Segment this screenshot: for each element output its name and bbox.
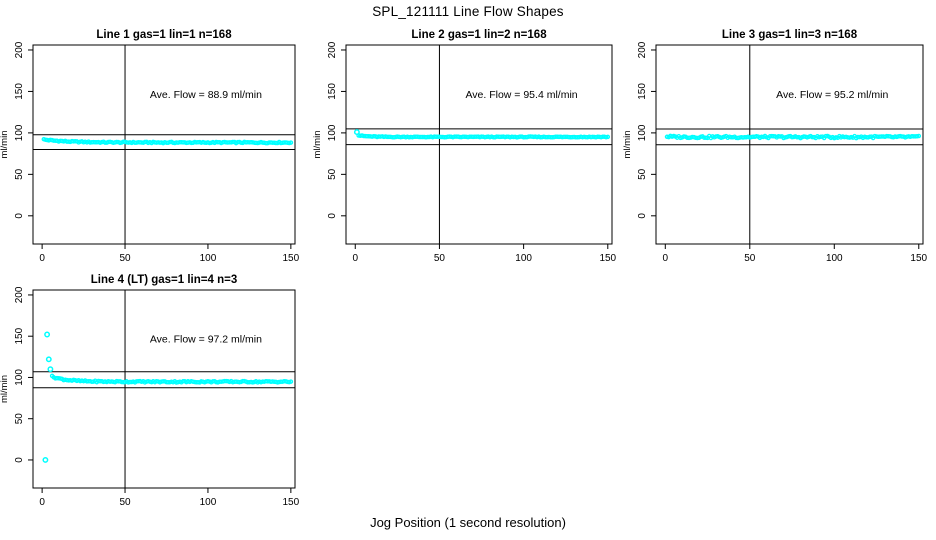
x-tick-label: 0: [663, 253, 669, 264]
y-tick-label: 200: [14, 41, 25, 58]
y-tick-label: 150: [14, 83, 25, 100]
x-tick-label: 100: [200, 497, 217, 508]
panel-3: 0 50 100 150 0 50 100 150 200 ml/min Line 3 gas=1 …: [622, 29, 928, 264]
y-tick-label: 50: [14, 168, 25, 180]
y-axis-label: ml/min: [0, 375, 10, 403]
y-axis-label: ml/min: [622, 131, 633, 159]
y-tick-label: 100: [637, 124, 648, 141]
y-tick-label: 100: [14, 369, 25, 386]
y-tick-label: 0: [637, 213, 648, 219]
y-tick-label: 50: [14, 413, 25, 425]
x-tick-label: 50: [434, 253, 446, 264]
y-tick-label: 50: [327, 168, 338, 180]
main-title: SPL_121111 Line Flow Shapes: [372, 4, 564, 19]
x-axis-label: Jog Position (1 second resolution): [370, 515, 566, 530]
y-axis-label: ml/min: [0, 131, 10, 159]
ave-flow-annotation: Ave. Flow = 88.9 ml/min: [150, 89, 262, 101]
y-tick-label: 100: [14, 124, 25, 141]
x-tick-label: 150: [283, 497, 300, 508]
x-tick-label: 100: [826, 253, 843, 264]
x-tick-label: 50: [119, 253, 131, 264]
y-tick-label: 0: [14, 457, 25, 463]
x-tick-label: 50: [119, 497, 131, 508]
x-tick-label: 0: [352, 253, 358, 264]
ave-flow-annotation: Ave. Flow = 95.4 ml/min: [465, 89, 577, 101]
x-tick-label: 150: [910, 253, 927, 264]
y-tick-label: 50: [637, 168, 648, 180]
data-points: [664, 133, 922, 141]
x-tick-label: 0: [39, 497, 45, 508]
ave-flow-annotation: Ave. Flow = 97.2 ml/min: [150, 334, 262, 346]
x-tick-label: 150: [599, 253, 616, 264]
y-tick-label: 200: [637, 41, 648, 58]
plot-box: [32, 44, 296, 245]
x-tick-label: 100: [515, 253, 532, 264]
y-tick-label: 200: [14, 286, 25, 303]
panel-2: 0 50 100 150 0 50 100 150 200 ml/min Line 2 gas=1 …: [312, 29, 617, 264]
x-tick-label: 50: [744, 253, 756, 264]
x-tick-label: 100: [200, 253, 217, 264]
panel-title: Line 3 gas=1 lin=3 n=168: [722, 29, 858, 41]
y-tick-label: 0: [14, 213, 25, 219]
y-tick-label: 200: [327, 41, 338, 58]
data-points: [353, 129, 611, 140]
y-axis-label: ml/min: [312, 131, 323, 159]
y-tick-label: 150: [14, 327, 25, 344]
y-tick-label: 100: [327, 124, 338, 141]
plot-box: [655, 44, 924, 245]
data-points: [42, 331, 294, 463]
panel-1: 0 50 100 150 0 50 100 150 200 ml/min Line 1 gas=1 …: [0, 29, 300, 264]
x-tick-label: 150: [283, 253, 300, 264]
y-tick-label: 0: [327, 213, 338, 219]
y-tick-label: 150: [327, 83, 338, 100]
plot-box: [345, 44, 613, 245]
data-points: [41, 136, 294, 146]
panel-title: Line 2 gas=1 lin=2 n=168: [411, 29, 547, 41]
panel-title: Line 1 gas=1 lin=1 n=168: [96, 29, 232, 41]
x-tick-label: 0: [39, 253, 45, 264]
panel-4: 0 50 100 150 0 50 100 150 200 ml/min Line 4 (LT) g…: [0, 274, 300, 508]
panel-title: Line 4 (LT) gas=1 lin=4 n=3: [91, 274, 237, 286]
y-tick-label: 150: [637, 83, 648, 100]
ave-flow-annotation: Ave. Flow = 95.2 ml/min: [776, 89, 888, 101]
plot-box: [32, 289, 296, 489]
